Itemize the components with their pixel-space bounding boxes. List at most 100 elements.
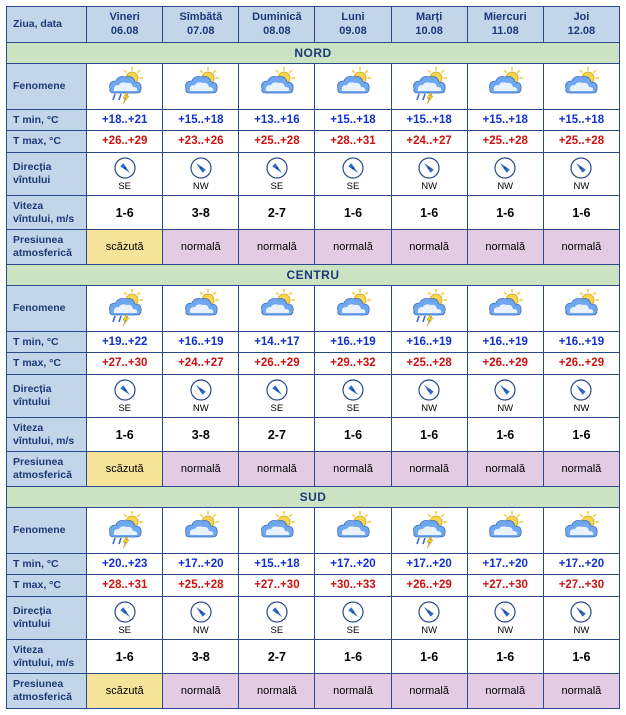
weather-icon-cell	[315, 285, 391, 331]
weather-icon-cell	[315, 63, 391, 109]
cell-tmin: +14..+17	[239, 331, 315, 353]
row-label-pressure: Presiunea atmosferică	[7, 452, 87, 486]
day-header: Joi12.08	[543, 7, 619, 43]
weather-icon-cell	[163, 285, 239, 331]
day-header: Marți10.08	[391, 7, 467, 43]
cell-wind_speed: 1-6	[543, 640, 619, 674]
cell-wind_speed: 2-7	[239, 196, 315, 230]
day-name: Vineri	[109, 11, 139, 23]
row-label-tmax: T max, °C	[7, 353, 87, 375]
weather-icon-cell	[239, 63, 315, 109]
wind-dir-label: SE	[91, 626, 158, 636]
day-date: 07.08	[187, 25, 215, 37]
day-header: Luni09.08	[315, 7, 391, 43]
compass-icon	[319, 600, 386, 624]
weather-icon	[167, 511, 234, 549]
weather-icon-cell	[543, 63, 619, 109]
row-label-fenomene: Fenomene	[7, 507, 87, 553]
row-label-wind_speed: Viteza vîntului, m/s	[7, 196, 87, 230]
cell-tmin: +16..+19	[467, 331, 543, 353]
row-label-wind_dir: Direcția vîntului	[7, 374, 87, 417]
wind-dir-label: NW	[167, 404, 234, 414]
weather-icon	[243, 511, 310, 549]
cell-wind_speed: 1-6	[391, 196, 467, 230]
pressure-cell: normală	[543, 230, 619, 264]
compass-icon	[243, 378, 310, 402]
pressure-cell: normală	[239, 452, 315, 486]
cell-wind_speed: 1-6	[315, 640, 391, 674]
day-date: 10.08	[415, 25, 443, 37]
wind-dir-label: NW	[548, 404, 615, 414]
cell-wind_dir: SE	[239, 152, 315, 195]
region-header: SUD	[7, 486, 620, 507]
pressure-cell: normală	[391, 452, 467, 486]
cell-tmax: +26..+29	[87, 131, 163, 153]
weather-icon-cell	[87, 285, 163, 331]
weather-icon-cell	[163, 507, 239, 553]
day-name: Joi	[573, 11, 589, 23]
cell-tmin: +20..+23	[87, 553, 163, 575]
cell-wind_dir: NW	[543, 152, 619, 195]
cell-wind_dir: NW	[391, 152, 467, 195]
table-body: NORDFenomeneT min, °C+18..+21+15..+18+13…	[7, 42, 620, 708]
weather-icon-cell	[239, 507, 315, 553]
compass-icon	[548, 156, 615, 180]
weather-icon	[548, 67, 615, 105]
wind-dir-label: NW	[396, 626, 463, 636]
weather-icon	[243, 289, 310, 327]
wind-dir-label: SE	[91, 182, 158, 192]
row-label-fenomene: Fenomene	[7, 63, 87, 109]
region-header: NORD	[7, 42, 620, 63]
cell-wind_dir: NW	[543, 596, 619, 639]
day-date: 08.08	[263, 25, 291, 37]
row-label-pressure: Presiunea atmosferică	[7, 674, 87, 708]
pressure-cell: normală	[467, 452, 543, 486]
cell-tmin: +15..+18	[467, 109, 543, 131]
weather-icon	[472, 67, 539, 105]
cell-wind_dir: NW	[163, 596, 239, 639]
weather-icon	[319, 289, 386, 327]
weather-icon-cell	[163, 63, 239, 109]
compass-icon	[319, 156, 386, 180]
row-label-wind_speed: Viteza vîntului, m/s	[7, 640, 87, 674]
cell-wind_dir: NW	[391, 374, 467, 417]
wind-dir-label: NW	[167, 182, 234, 192]
weather-icon	[91, 67, 158, 105]
weather-icon-cell	[391, 285, 467, 331]
pressure-cell: normală	[315, 452, 391, 486]
cell-wind_dir: NW	[467, 596, 543, 639]
compass-icon	[243, 156, 310, 180]
cell-tmin: +17..+20	[163, 553, 239, 575]
row-label-tmin: T min, °C	[7, 553, 87, 575]
compass-icon	[396, 156, 463, 180]
compass-icon	[548, 378, 615, 402]
pressure-cell: scăzută	[87, 230, 163, 264]
wind-dir-label: NW	[548, 626, 615, 636]
cell-wind_speed: 1-6	[467, 640, 543, 674]
pressure-cell: normală	[391, 230, 467, 264]
compass-icon	[91, 378, 158, 402]
cell-wind_dir: NW	[467, 152, 543, 195]
cell-wind_dir: SE	[239, 374, 315, 417]
weather-icon-cell	[239, 285, 315, 331]
weather-icon	[472, 289, 539, 327]
cell-wind_speed: 1-6	[391, 418, 467, 452]
pressure-cell: normală	[315, 230, 391, 264]
wind-dir-label: SE	[243, 626, 310, 636]
cell-wind_speed: 1-6	[315, 418, 391, 452]
cell-wind_dir: SE	[315, 374, 391, 417]
cell-tmax: +25..+28	[543, 131, 619, 153]
day-name: Duminică	[252, 11, 302, 23]
wind-dir-label: SE	[319, 626, 386, 636]
day-name: Miercuri	[484, 11, 527, 23]
cell-tmax: +27..+30	[543, 575, 619, 597]
cell-tmin: +16..+19	[163, 331, 239, 353]
cell-tmax: +29..+32	[315, 353, 391, 375]
day-name: Sîmbătă	[179, 11, 222, 23]
wind-dir-label: NW	[167, 626, 234, 636]
compass-icon	[167, 156, 234, 180]
cell-wind_speed: 2-7	[239, 418, 315, 452]
cell-tmax: +25..+28	[239, 131, 315, 153]
cell-wind_dir: SE	[87, 374, 163, 417]
pressure-cell: normală	[543, 674, 619, 708]
